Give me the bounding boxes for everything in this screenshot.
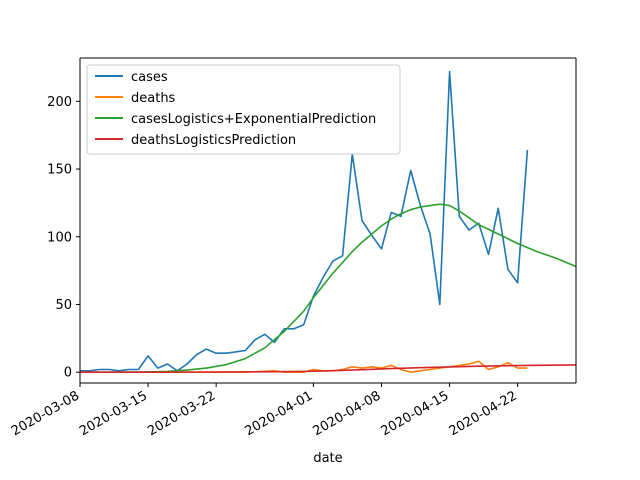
y-tick-label: 200 [47,95,72,110]
x-tick-label: 2020-04-15 [379,388,452,439]
x-axis-label: date [313,451,342,466]
y-tick-label: 150 [47,163,72,178]
legend-box [86,64,401,155]
legend-label-3: deathsLogisticsPrediction [131,133,296,148]
x-tick-label: 2020-04-08 [311,388,384,439]
y-tick-label: 0 [64,366,72,381]
x-tick-label: 2020-03-15 [77,388,150,439]
x-tick-label: 2020-03-22 [145,388,218,439]
series-line-3 [80,364,577,374]
legend-label-0: cases [131,70,168,85]
y-tick-label: 100 [47,230,72,245]
series-line-0 [80,70,529,372]
legend: cases deaths casesLogistics+ExponentialPre… [86,64,401,155]
legend-label-2: casesLogistics+ExponentialPrediction [131,112,376,127]
legend-label-1: deaths [131,91,176,106]
series-line-2 [80,203,577,374]
x-tick-label: 2020-04-01 [242,388,315,439]
series-line-1 [80,360,528,374]
y-tick-label: 50 [55,298,72,313]
axes-frame [79,57,577,384]
y-axis-ticks: 0 50 100 150 200 [47,95,80,381]
x-tick-label: 2020-04-22 [447,388,520,439]
x-tick-label: 2020-03-08 [9,388,82,439]
series-lines [80,70,577,374]
